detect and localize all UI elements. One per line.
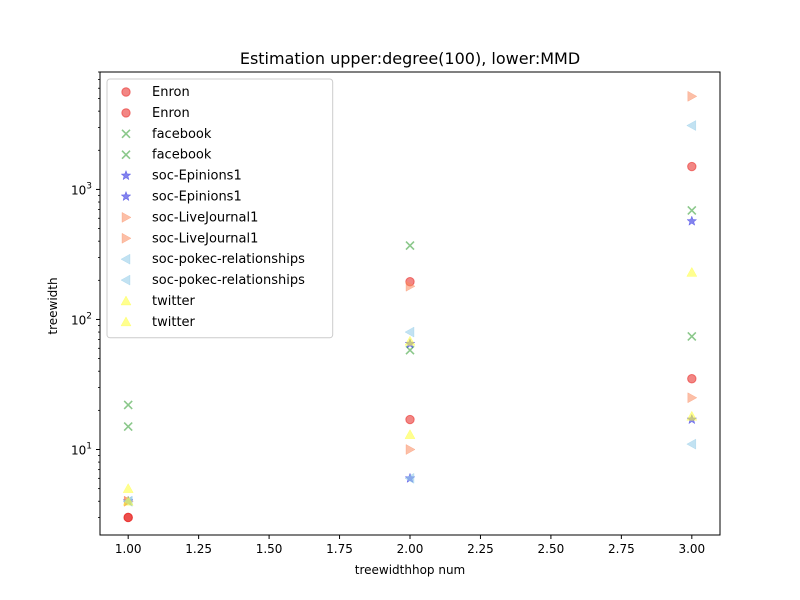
data-point	[687, 374, 697, 384]
legend-label: soc-pokec-relationships	[152, 273, 305, 288]
x-tick-label: 1.00	[115, 542, 142, 556]
chart-title: Estimation upper:degree(100), lower:MMD	[240, 49, 580, 68]
data-point	[405, 414, 415, 425]
data-point	[686, 438, 697, 450]
data-point	[405, 444, 416, 455]
legend-label: facebook	[152, 127, 212, 142]
x-axis-label: treewidthhop num	[355, 563, 466, 577]
legend-marker	[121, 211, 132, 223]
data-point	[687, 392, 698, 404]
plot-frame	[99, 71, 721, 536]
data-point	[404, 429, 416, 439]
legend-label: soc-Epinions1	[152, 169, 242, 184]
data-point	[687, 205, 697, 215]
y-tick-label: 102	[71, 311, 92, 327]
data-point	[122, 495, 134, 506]
y-tick-label: 103	[71, 181, 92, 197]
legend-label: twitter	[152, 315, 196, 330]
legend-label: Enron	[152, 106, 190, 121]
x-tick-label: 1.75	[326, 542, 353, 556]
data-point	[687, 161, 697, 172]
legend-marker	[120, 295, 132, 306]
x-tick-label: 2.25	[467, 542, 494, 556]
x-tick-label: 1.50	[256, 542, 283, 556]
legend-marker	[121, 129, 131, 139]
y-tick-label: 101	[71, 441, 92, 457]
axis-ticks: 1.00 1.25 1.50 1.75 2.00 2.25 2.50 2.75 3.00 101 1…	[71, 71, 705, 556]
legend-marker	[121, 150, 131, 160]
legend-label: Enron	[152, 85, 190, 100]
legend-marker	[120, 274, 131, 286]
data-point	[686, 410, 698, 421]
x-tick-label: 2.75	[608, 542, 635, 556]
legend-label: twitter	[152, 294, 196, 309]
legend-marker	[120, 316, 132, 327]
legend: Enron Enron facebook facebook soc-Epinions1 s…	[106, 78, 334, 339]
data-point	[405, 280, 416, 292]
legend-label: soc-pokec-relationships	[152, 252, 305, 267]
legend-box	[106, 78, 334, 339]
x-tick-label: 2.50	[538, 542, 565, 556]
legend-label: soc-LiveJournal1	[152, 210, 258, 225]
x-tick-label: 1.25	[185, 542, 212, 556]
data-point	[405, 241, 415, 251]
data-point	[404, 335, 416, 346]
legend-marker	[121, 87, 131, 97]
legend-label: soc-Epinions1	[152, 190, 242, 205]
data-point	[123, 512, 133, 523]
data-point	[686, 120, 697, 131]
data-point	[404, 326, 415, 338]
y-axis-label: treewidth	[46, 277, 60, 334]
legend-label: facebook	[152, 148, 212, 163]
legend-label: soc-LiveJournal1	[152, 231, 258, 246]
legend-marker	[121, 108, 131, 118]
x-tick-label: 3.00	[678, 542, 705, 556]
data-point	[687, 90, 698, 102]
data-point	[122, 483, 134, 493]
data-point	[404, 472, 415, 484]
data-point	[686, 215, 698, 226]
data-point	[686, 266, 698, 277]
data-point	[687, 331, 697, 342]
legend-marker	[120, 169, 132, 181]
legend-marker	[120, 190, 132, 202]
data-points	[122, 90, 698, 523]
data-point	[123, 422, 133, 432]
legend-marker	[120, 253, 131, 265]
x-tick-label: 2.00	[397, 542, 424, 556]
legend-marker	[121, 232, 132, 244]
data-point	[123, 400, 133, 410]
